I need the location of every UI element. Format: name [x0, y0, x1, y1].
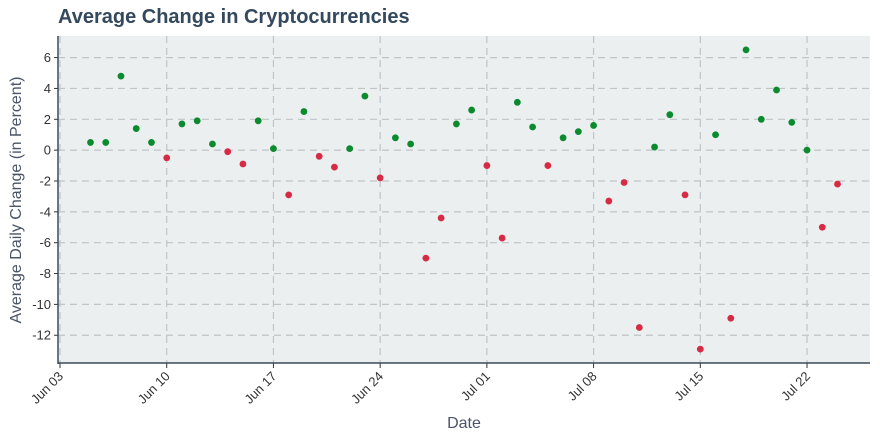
x-tick-labels: Jun 03 Jun 10 Jun 17 Jun 24 Jul 01 Jul 08 Jul … [28, 369, 813, 407]
data-point [300, 108, 308, 115]
grid-lines [58, 36, 870, 363]
y-tick-label: -6 [39, 235, 51, 250]
x-axis-label: Date [447, 415, 481, 432]
data-point [468, 106, 476, 114]
data-point [270, 145, 277, 152]
x-tick-label: Jun 03 [28, 369, 66, 407]
data-point [437, 214, 445, 222]
data-point [788, 118, 796, 126]
x-tick-label: Jul 08 [565, 369, 600, 404]
data-point [773, 86, 780, 94]
y-tick-label: 2 [44, 112, 51, 127]
data-point [742, 46, 750, 54]
data-point [239, 160, 247, 168]
data-point [452, 120, 460, 128]
x-tick-label: Jul 01 [458, 369, 493, 404]
data-point [285, 191, 293, 199]
x-tick-label: Jul 22 [778, 369, 813, 404]
data-point [498, 234, 506, 242]
data-point [696, 345, 704, 353]
data-point [331, 163, 338, 171]
y-axis-label: Average Daily Change (in Percent) [8, 77, 25, 324]
data-point [254, 117, 262, 125]
data-point [407, 140, 415, 148]
data-point [620, 179, 628, 186]
y-tick-label: -10 [32, 297, 51, 312]
data-point [376, 174, 384, 182]
data-point [483, 162, 491, 169]
y-tick-label: -2 [39, 173, 51, 188]
y-tick-label: 0 [44, 143, 51, 158]
data-point [681, 191, 689, 199]
y-tick-label: -4 [39, 204, 51, 219]
x-tick-label: Jun 24 [348, 369, 386, 407]
data-point [391, 134, 399, 142]
data-point [605, 197, 613, 205]
data-point [148, 139, 155, 146]
data-point [209, 140, 216, 148]
y-tick-label: 6 [44, 50, 51, 65]
data-point [513, 98, 521, 106]
data-point [87, 139, 94, 146]
axes [54, 36, 870, 368]
data-point [559, 134, 567, 142]
data-point [117, 72, 125, 80]
data-point [361, 92, 369, 100]
y-tick-label: -8 [39, 266, 51, 281]
data-point [422, 254, 430, 262]
data-point [727, 314, 735, 322]
data-point [803, 146, 811, 154]
chart-title: Average Change in Cryptocurrencies [58, 6, 410, 28]
data-point [315, 152, 323, 160]
plot-area [58, 36, 870, 363]
data-point [224, 148, 232, 156]
data-point [544, 162, 552, 169]
y-tick-label: 4 [44, 81, 51, 96]
data-point [757, 115, 765, 123]
data-point [178, 120, 186, 128]
data-point [834, 180, 841, 188]
data-point [163, 154, 171, 162]
x-tick-label: Jun 10 [135, 369, 173, 407]
data-point [529, 123, 537, 131]
data-point [193, 117, 201, 125]
y-tick-label: -12 [32, 328, 51, 343]
data-point [635, 324, 643, 331]
y-tick-labels: 6 4 2 0 -2 -4 -6 -8 -10 -12 [32, 50, 51, 343]
data-point [574, 128, 582, 136]
data-point [818, 223, 826, 231]
data-point [651, 143, 658, 151]
data-point [132, 125, 140, 132]
data-point [102, 139, 110, 146]
data-point [666, 111, 674, 119]
x-tick-label: Jun 17 [241, 369, 279, 407]
data-point [712, 131, 719, 139]
data-point [346, 145, 354, 152]
data-points [87, 46, 841, 353]
x-tick-label: Jul 15 [671, 369, 706, 404]
data-point [590, 122, 597, 129]
